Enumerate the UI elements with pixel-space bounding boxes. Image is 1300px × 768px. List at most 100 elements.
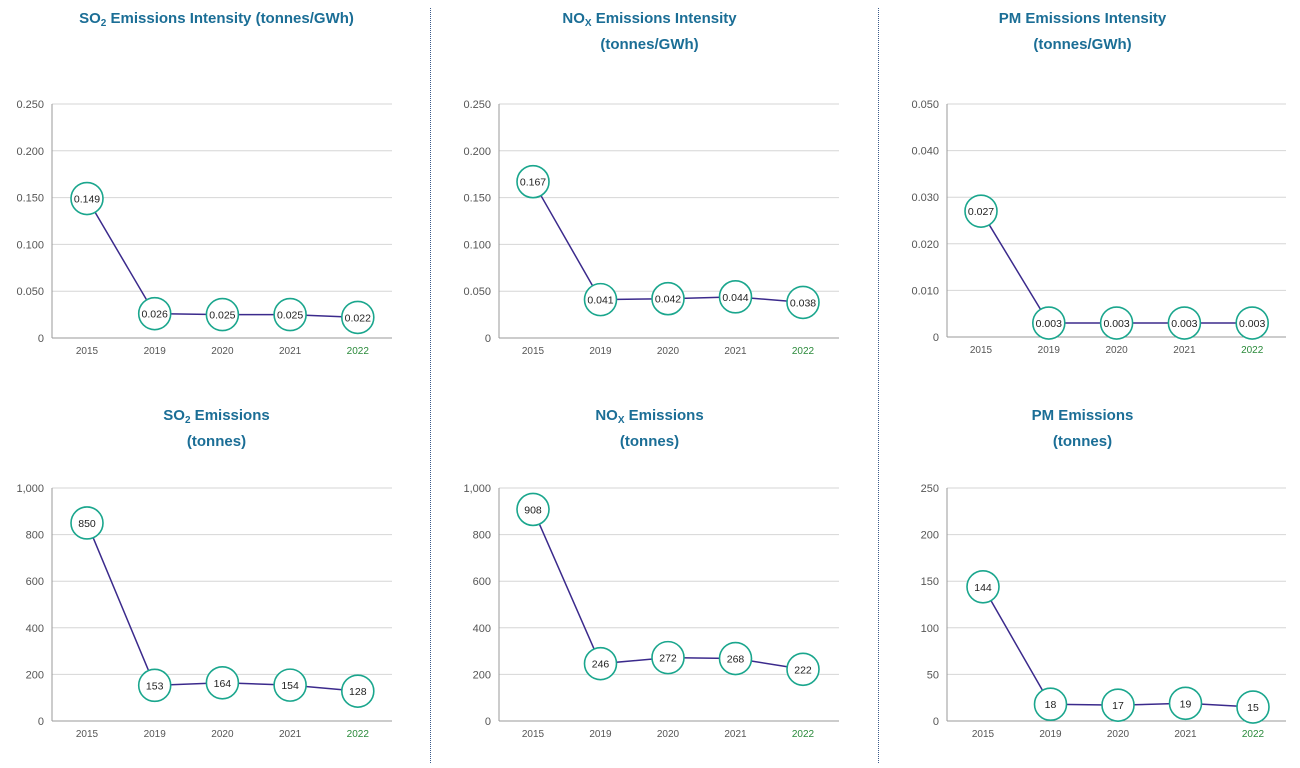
data-label: 0.167	[520, 177, 546, 189]
y-tick-label: 0	[485, 716, 491, 728]
data-point	[340, 300, 375, 335]
x-tick-label: 2022	[792, 729, 815, 740]
x-tick-label: 2021	[1173, 345, 1196, 356]
y-tick-label: 600	[26, 576, 44, 588]
x-tick-label: 2022	[1241, 345, 1264, 356]
y-tick-label: 1,000	[463, 483, 491, 495]
y-tick-label: 0	[933, 332, 939, 344]
x-tick-label: 2022	[347, 729, 370, 740]
data-label: 268	[727, 654, 745, 666]
y-tick-label: 400	[473, 623, 491, 635]
data-label: 0.022	[345, 312, 371, 324]
chart-panel-pm-emissions: PM Emissions (tonnes) 0 50 100 150 200 250 201…	[866, 382, 1299, 763]
chart-panel-so2-intensity: SO2 Emissions Intensity (tonnes/GWh) 0 0.…	[0, 0, 433, 381]
y-tick-label: 0.100	[16, 239, 44, 251]
data-point	[966, 569, 1000, 604]
y-tick-label: 1,000	[16, 483, 44, 495]
chart-svg: 0 50 100 150 200 250 2015 2019 2020 2021 2022 144 18…	[921, 483, 1286, 740]
chart-title: NOX Emissions Intensity (tonnes/GWh)	[433, 8, 866, 55]
y-tick-label: 400	[26, 623, 44, 635]
data-point	[205, 665, 240, 700]
data-label: 0.149	[74, 194, 100, 206]
title-line2: (tonnes)	[186, 433, 247, 450]
data-label: 0.003	[1239, 318, 1265, 330]
y-tick-label: 0.250	[16, 99, 44, 111]
y-tick-label: 0.040	[911, 146, 939, 158]
data-label: 222	[794, 664, 812, 676]
y-tick-label: 0	[485, 333, 491, 345]
x-tick-label: 2019	[144, 729, 167, 740]
title-text: SO	[79, 10, 101, 27]
chart-title: SO2 Emissions (tonnes)	[0, 405, 433, 452]
title-text-rest: Emissions	[190, 407, 270, 424]
y-tick-label: 100	[921, 623, 939, 635]
x-tick-label: 2021	[724, 346, 747, 357]
title-subscript: 2	[100, 18, 107, 29]
data-point	[718, 641, 753, 676]
chart-panel-so2-emissions: SO2 Emissions (tonnes) 0 200 400 600 800 1,00…	[0, 382, 433, 763]
title-text-rest: Emissions Intensity	[591, 10, 737, 27]
y-tick-label: 200	[473, 669, 491, 681]
x-tick-label: 2020	[211, 729, 234, 740]
data-point	[137, 668, 172, 703]
x-tick-label: 2015	[522, 346, 545, 357]
data-point	[964, 194, 998, 228]
y-tick-label: 0.050	[463, 286, 491, 298]
y-tick-label: 0	[38, 333, 44, 345]
data-point	[1167, 306, 1202, 340]
x-tick-label: 2021	[279, 729, 302, 740]
data-point	[70, 506, 104, 540]
chart-panel-pm-intensity: PM Emissions Intensity (tonnes/GWh) 0 0.0…	[866, 0, 1299, 381]
y-tick-label: 600	[473, 576, 491, 588]
chart-panel-nox-emissions: NOX Emissions (tonnes) 0 200 400 600 800 1,00…	[433, 382, 866, 763]
title-line2: (tonnes/GWh)	[1033, 36, 1132, 53]
y-tick-label: 0.020	[911, 239, 939, 251]
y-tick-label: 800	[473, 530, 491, 542]
chart-svg: 0 200 400 600 800 1,000 2015 2019 2020 2021 2022 90…	[463, 483, 839, 740]
data-label: 164	[214, 678, 232, 690]
data-label: 0.041	[587, 295, 613, 307]
data-label: 0.042	[655, 294, 681, 306]
data-point	[583, 646, 618, 681]
data-point	[718, 280, 753, 314]
title-text: SO	[163, 407, 185, 424]
y-tick-label: 0.200	[463, 146, 491, 158]
chart-svg: 0 200 400 600 800 1,000 2015 2019 2020 2021 2022 85…	[16, 483, 392, 740]
y-tick-label: 250	[921, 483, 939, 495]
data-point	[1101, 688, 1135, 722]
chart-title: SO2 Emissions Intensity (tonnes/GWh)	[0, 8, 433, 34]
chart-title: PM Emissions (tonnes)	[866, 405, 1299, 452]
chart-title: PM Emissions Intensity (tonnes/GWh)	[866, 8, 1299, 55]
title-text-rest: Emissions	[624, 407, 704, 424]
x-tick-label: 2021	[724, 729, 747, 740]
data-point	[516, 164, 550, 199]
title-line2: (tonnes)	[619, 433, 680, 450]
data-point	[1235, 306, 1270, 340]
y-tick-label: 0	[933, 716, 939, 728]
title-line2: (tonnes/GWh)	[600, 36, 699, 53]
data-point	[205, 297, 240, 332]
data-label: 19	[1180, 698, 1192, 710]
title-text: PM Emissions	[1031, 407, 1134, 424]
y-tick-label: 0.050	[16, 286, 44, 298]
y-tick-label: 0.050	[911, 99, 939, 111]
data-label: 0.038	[790, 297, 816, 309]
title-subscript: X	[617, 415, 625, 426]
data-point	[1032, 306, 1066, 340]
y-tick-label: 0.150	[16, 193, 44, 205]
data-label: 153	[146, 680, 164, 692]
title-text-rest: Emissions Intensity (tonnes/GWh)	[106, 10, 354, 27]
data-point	[1236, 690, 1270, 724]
x-tick-label: 2020	[1107, 729, 1130, 740]
data-label: 15	[1247, 702, 1259, 714]
y-tick-label: 0.250	[463, 99, 491, 111]
data-point	[1033, 687, 1068, 722]
data-point	[1168, 686, 1203, 721]
x-tick-label: 2019	[1038, 345, 1061, 356]
x-tick-label: 2020	[657, 346, 680, 357]
series-line	[86, 522, 358, 692]
data-point	[786, 652, 820, 687]
y-tick-label: 150	[921, 576, 939, 588]
data-point	[273, 668, 307, 702]
